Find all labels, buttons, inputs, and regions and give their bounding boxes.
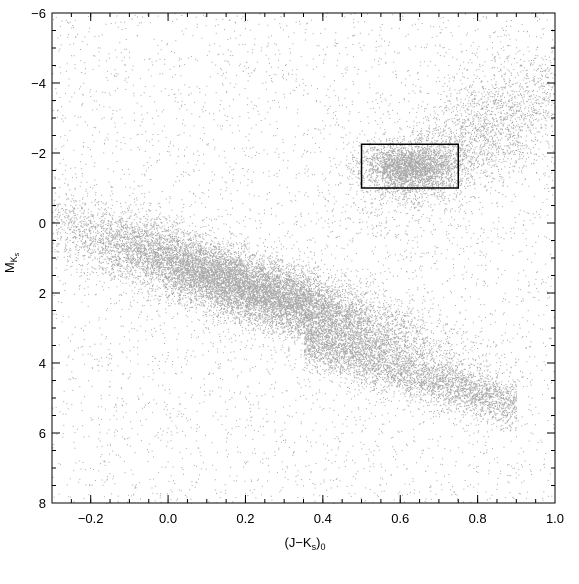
x-tick-label: 0.8 [469,511,487,526]
x-tick-label: 0.6 [391,511,409,526]
y-tick-label: −4 [31,76,46,91]
x-axis-title-main: (J−K [285,535,312,550]
x-tick-label: −0.2 [78,511,104,526]
tick-labels: −0.2 0.0 0.2 0.4 0.6 0.8 1.0 −6 −4 −2 0 2 4 6 8 [31,6,564,526]
y-tick-label: 0 [39,216,46,231]
y-tick-label: 2 [39,286,46,301]
y-tick-label: −6 [31,6,46,21]
y-axis-title-main: M [2,262,17,273]
x-tick-label: 0.2 [236,511,254,526]
x-tick-label: 1.0 [546,511,564,526]
y-axis-title-sub-k: K [9,256,19,262]
y-axis-title-sub-s: s [14,252,21,256]
scatter-points [52,13,556,504]
y-tick-label: 4 [39,356,46,371]
x-axis-title-sub-0: 0 [320,542,325,552]
x-tick-label: 0.4 [314,511,332,526]
x-axis-title-close: ) [316,535,320,550]
x-tick-label: 0.0 [159,511,177,526]
y-tick-label: −2 [31,146,46,161]
y-tick-label: 6 [39,426,46,441]
data-points [52,13,556,504]
plot-frame [51,12,556,504]
y-axis-title: MKs [2,252,21,273]
x-axis-title: (J−Ks)0 [285,535,326,552]
y-tick-label: 8 [39,496,46,511]
axis-ticks [51,12,556,504]
selection-box [360,143,460,189]
x-axis-title-sub-s: s [312,542,317,552]
